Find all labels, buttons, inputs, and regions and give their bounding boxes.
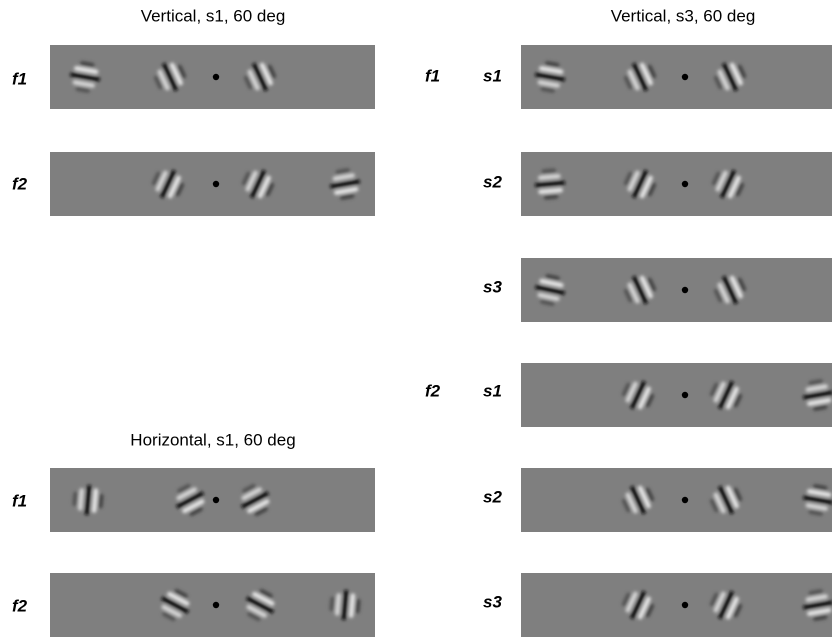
row-label: s3 [483,277,502,296]
row-label: f1 [12,69,27,88]
row-label: f2 [12,174,28,193]
row-label: s1 [483,381,502,400]
group-label: f1 [425,66,440,85]
gabor-stripe [541,190,561,192]
gabor-stripe [546,197,556,198]
stimulus-strip [521,152,832,216]
strip-background [50,573,375,637]
strip-background [521,45,832,109]
gabor-stripe [811,381,821,383]
stimulus-strip [521,363,832,427]
gabor-stripe [547,63,557,65]
fixation-dot [682,602,688,608]
gabor-stripe [808,597,826,600]
gabor-stripe [75,494,76,504]
gabor-stripe [87,487,89,513]
stimulus-strip [50,468,375,532]
strip-background [521,152,832,216]
row-label: s2 [483,172,502,191]
panel-title: Vertical, s3, 60 deg [611,6,756,25]
strip-background [50,45,375,109]
stimulus-strip [521,468,832,532]
gabor-stripe [351,596,353,616]
panel-title: Vertical, s1, 60 deg [141,6,286,25]
fixation-dot [213,181,219,187]
row-label: s3 [483,592,502,611]
gabor-stripe [811,512,821,514]
figure: Vertical, s1, 60 deg Horizontal, s1, 60 … [0,0,832,637]
row-label: s1 [483,66,502,85]
row-label: f1 [12,491,27,510]
strip-background [521,468,832,532]
gabor-stripe [335,176,353,179]
row-label: f2 [12,596,28,615]
gabor-stripe [337,595,339,613]
gabor-stripe [808,505,826,508]
gabor-stripe [358,601,359,611]
gabor-stripe [542,302,552,304]
gabor-stripe [78,89,88,91]
stimulus-strip [50,573,375,637]
stimulus-strip [521,573,832,637]
gabor-stripe [815,407,825,409]
gabor-stripe [537,183,563,185]
gabor-stripe [815,617,825,619]
gabor-stripe [342,196,352,198]
gabor-stripe [540,176,558,178]
gabor-stripe [808,387,826,390]
fixation-dot [213,74,219,80]
gabor-stripe [332,599,333,609]
gabor-stripe [543,89,553,91]
fixation-dot [682,497,688,503]
gabor-stripe [811,591,821,593]
gabor-stripe [344,592,346,618]
gabor-stripe [80,490,82,508]
page: Vertical, s1, 60 deg Horizontal, s1, 60 … [0,0,832,637]
gabor-stripe [544,171,554,172]
stimulus-strip [50,45,375,109]
gabor-stripe [548,276,558,278]
fixation-dot [213,497,219,503]
strip-background [50,152,375,216]
fixation-dot [682,74,688,80]
fixation-dot [682,181,688,187]
strip-background [50,468,375,532]
gabor-stripe [82,63,92,65]
stimulus-strip [521,258,832,322]
gabor-stripe [75,82,93,85]
group-label: f2 [425,381,441,400]
strip-background [521,258,832,322]
gabor-stripe [101,496,102,506]
gabor-stripe [94,491,96,511]
gabor-stripe [540,82,558,85]
row-label: s2 [483,487,502,506]
stimulus-strip [521,45,832,109]
fixation-dot [213,602,219,608]
fixation-dot [682,392,688,398]
gabor-stripe [815,486,825,488]
panel-title: Horizontal, s1, 60 deg [130,430,295,449]
strip-background [521,573,832,637]
gabor-stripe [338,170,348,172]
stimulus-strip [50,152,375,216]
fixation-dot [682,287,688,293]
strip-background [521,363,832,427]
